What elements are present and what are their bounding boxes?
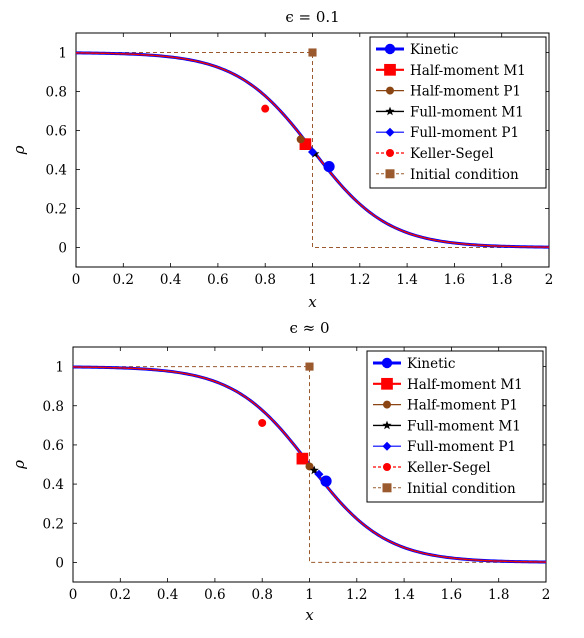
- y-tick-label: 0.4: [43, 477, 64, 493]
- x-tick-label: 1.4: [393, 587, 414, 603]
- x-tick-label: 1.2: [349, 272, 370, 288]
- legend-label: Full-moment P1: [410, 125, 519, 141]
- legend-label: Kinetic: [407, 356, 455, 372]
- legend-label: Half-moment P1: [410, 84, 521, 100]
- legend-label: Full-moment P1: [407, 439, 516, 455]
- x-tick-label: 1.8: [488, 587, 509, 603]
- legend-box: [369, 36, 547, 189]
- kinetic-marker: [323, 160, 335, 173]
- kinetic-marker: [320, 475, 332, 487]
- x-tick-label: 2: [542, 587, 551, 603]
- legend-marker: [384, 63, 396, 76]
- legend-label: Kinetic: [410, 42, 458, 58]
- x-axis-label: x: [308, 293, 317, 311]
- legend-marker: [381, 357, 393, 369]
- x-tick-label: 2: [545, 272, 554, 288]
- series-5-marker: [308, 147, 317, 157]
- x-tick-label: 1.2: [346, 587, 367, 603]
- y-tick-label: 0.8: [43, 399, 64, 415]
- y-tick-label: 0.8: [46, 85, 67, 101]
- y-tick-label: 1: [58, 46, 67, 62]
- legend-marker: [386, 86, 394, 95]
- y-tick-label: 0.4: [46, 163, 67, 179]
- legend-marker: [381, 377, 393, 390]
- y-tick-label: 0.2: [43, 516, 64, 532]
- chart-title: ϵ = 0.1: [285, 8, 339, 26]
- series-5-marker: [314, 469, 324, 479]
- x-tick-label: 0.6: [207, 272, 228, 288]
- x-tick-label: 0.4: [157, 587, 178, 603]
- legend-marker: [383, 463, 391, 471]
- initial-condition-marker: [308, 48, 317, 57]
- chart-title: ϵ ≈ 0: [289, 319, 329, 337]
- legend-marker: [385, 169, 395, 179]
- legend-label: Initial condition: [407, 481, 516, 497]
- x-tick-label: 0.4: [160, 272, 181, 288]
- y-tick-label: 0.6: [43, 438, 64, 454]
- x-tick-label: 1: [305, 587, 314, 603]
- legend-marker: [385, 106, 395, 116]
- legend-marker: [384, 43, 396, 55]
- legend-marker: [382, 483, 392, 493]
- legend-marker: [385, 127, 395, 137]
- series-3-marker: [305, 462, 314, 471]
- x-tick-label: 1.4: [396, 272, 417, 288]
- series-initial-condition-line: [76, 52, 549, 248]
- legend-label: Half-moment P1: [407, 398, 518, 414]
- y-axis-label: ρ: [10, 460, 28, 470]
- y-tick-label: 0.2: [46, 202, 67, 218]
- x-tick-label: 0.8: [254, 272, 275, 288]
- legend-box: [366, 350, 544, 503]
- legend-label: Half-moment M1: [410, 63, 526, 79]
- y-axis-label: ρ: [10, 145, 28, 155]
- legend-label: Full-moment M1: [407, 418, 521, 434]
- legend-marker: [383, 400, 391, 409]
- x-tick-label: 0: [69, 587, 78, 603]
- legend-label: Full-moment M1: [410, 104, 524, 120]
- series-3-marker: [296, 135, 305, 144]
- x-tick-label: 0.2: [113, 272, 134, 288]
- legend: Kinetic Half-moment M1 Half-moment P1 Full-…: [369, 36, 547, 189]
- x-tick-label: 0.2: [110, 587, 131, 603]
- legend-label: Keller-Segel: [407, 460, 491, 476]
- series-6-marker: [258, 418, 267, 427]
- chart-panel-2: ϵ ≈ 0 0 0.2 0.4 0.6 0.8 1 1.2 1.4 1.6 1.8 2 0 0.2 0.4 0…: [10, 319, 550, 624]
- y-tick-label: 0: [58, 241, 67, 257]
- series-2-marker: [296, 452, 309, 465]
- series-6-marker: [261, 104, 270, 113]
- legend-label: Keller-Segel: [410, 146, 494, 162]
- legend-marker: [382, 420, 392, 430]
- series-4-marker: [309, 465, 319, 475]
- x-tick-label: 1: [308, 272, 317, 288]
- x-tick-label: 0.8: [251, 587, 272, 603]
- x-tick-label: 0: [72, 272, 81, 288]
- x-tick-label: 0.6: [204, 587, 225, 603]
- x-tick-label: 1.6: [444, 272, 465, 288]
- legend-marker: [382, 441, 392, 451]
- legend-label: Half-moment M1: [407, 377, 523, 393]
- series-2-marker: [299, 138, 312, 150]
- x-tick-label: 1.8: [491, 272, 512, 288]
- legend-label: Initial condition: [410, 167, 519, 183]
- initial-condition-marker: [305, 362, 314, 371]
- y-tick-label: 1: [55, 360, 64, 376]
- legend: Kinetic Half-moment M1 Half-moment P1 Full-…: [366, 350, 544, 503]
- x-axis-label: x: [305, 606, 314, 624]
- y-tick-label: 0.6: [46, 124, 67, 140]
- x-tick-label: 1.6: [441, 587, 462, 603]
- y-tick-label: 0: [55, 555, 64, 571]
- legend-marker: [386, 149, 394, 157]
- chart-panel-1: ϵ = 0.1 0 0.2 0.4 0.6 0.8 1 1.2 1.4 1.6 1.8 2 0 0.2 0.…: [10, 8, 553, 311]
